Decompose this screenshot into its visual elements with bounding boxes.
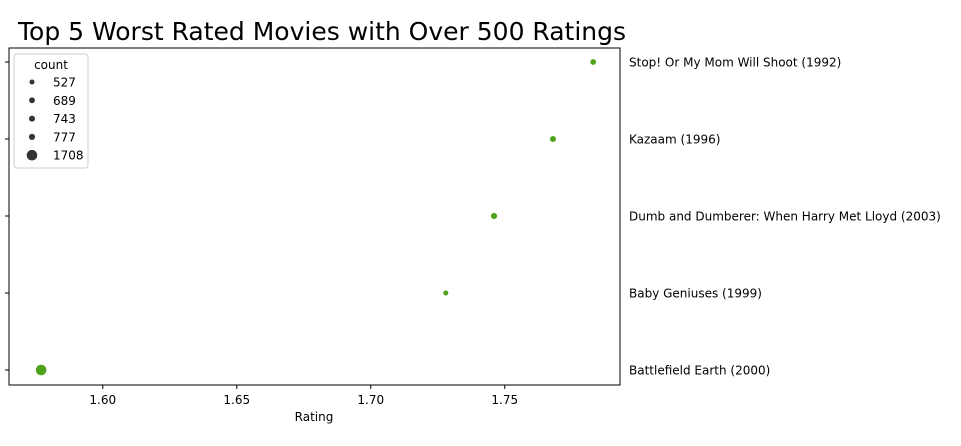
chart-title: Top 5 Worst Rated Movies with Over 500 R… bbox=[17, 17, 626, 46]
legend-entry-label: 743 bbox=[53, 112, 76, 126]
x-axis-label: Rating bbox=[295, 410, 334, 424]
data-point bbox=[590, 59, 597, 65]
x-axis: 1.60 1.65 1.70 1.75 bbox=[89, 385, 518, 407]
movie-label: Battlefield Earth (2000) bbox=[629, 364, 770, 378]
movie-labels: Stop! Or My Mom Will Shoot (1992) Kazaam … bbox=[629, 56, 941, 378]
plot-frame bbox=[8, 47, 621, 386]
legend-entry-label: 689 bbox=[53, 94, 76, 108]
data-point bbox=[490, 212, 498, 220]
y-axis-ticks bbox=[5, 61, 9, 371]
movie-label: Kazaam (1996) bbox=[629, 133, 720, 147]
x-tick-label: 1.75 bbox=[491, 393, 518, 407]
legend-marker bbox=[28, 115, 36, 122]
legend-entry-label: 527 bbox=[53, 76, 76, 90]
data-point bbox=[549, 135, 557, 143]
movie-label: Baby Geniuses (1999) bbox=[629, 287, 762, 301]
data-point bbox=[443, 290, 449, 296]
legend-entry-label: 1708 bbox=[53, 149, 84, 163]
x-tick-label: 1.70 bbox=[357, 393, 384, 407]
x-tick-label: 1.60 bbox=[89, 393, 116, 407]
data-point bbox=[35, 364, 47, 376]
movie-label: Dumb and Dumberer: When Harry Met Lloyd … bbox=[629, 210, 941, 224]
legend-marker bbox=[29, 97, 35, 104]
legend-entry-label: 777 bbox=[53, 130, 76, 144]
legend-marker bbox=[29, 79, 35, 85]
x-tick-label: 1.65 bbox=[223, 393, 250, 407]
movie-label: Stop! Or My Mom Will Shoot (1992) bbox=[629, 56, 841, 70]
legend-marker bbox=[26, 149, 38, 161]
data-points bbox=[35, 59, 597, 376]
legend-title: count bbox=[34, 58, 68, 72]
legend: count 527 689 743 777 1708 bbox=[13, 53, 89, 169]
legend-marker bbox=[28, 133, 36, 140]
